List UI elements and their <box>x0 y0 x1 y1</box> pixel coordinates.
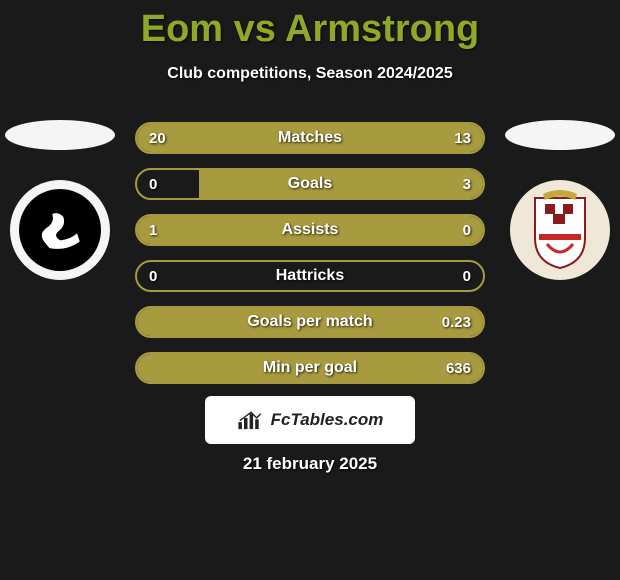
brand-text: FcTables.com <box>271 410 384 430</box>
stat-label: Min per goal <box>137 354 483 382</box>
left-player-column <box>0 120 120 280</box>
page-subtitle: Club competitions, Season 2024/2025 <box>0 65 620 83</box>
stat-value-left: 0 <box>149 170 157 198</box>
stat-value-right: 0 <box>463 262 471 290</box>
page-title: Eom vs Armstrong <box>0 0 620 51</box>
swan-icon <box>33 203 88 258</box>
stat-value-right: 636 <box>446 354 471 382</box>
stat-value-left: 1 <box>149 216 157 244</box>
left-club-crest-icon <box>10 180 110 280</box>
stat-value-left: 0 <box>149 262 157 290</box>
right-club-crest-icon <box>510 180 610 280</box>
right-player-placeholder-icon <box>505 120 615 150</box>
stat-label: Hattricks <box>137 262 483 290</box>
brand-badge: FcTables.com <box>205 396 415 444</box>
stat-value-right: 13 <box>454 124 471 152</box>
right-player-column <box>500 120 620 280</box>
stat-value-right: 0.23 <box>442 308 471 336</box>
left-player-placeholder-icon <box>5 120 115 150</box>
chart-icon <box>237 409 265 431</box>
stat-row: Hattricks0 0 <box>135 260 485 292</box>
stat-row: Matches20 13 <box>135 122 485 154</box>
stat-label: Assists <box>137 216 483 244</box>
stat-row: Min per goal636 <box>135 352 485 384</box>
stats-container: Matches2013Goals03Assists10Hattricks00Go… <box>135 122 485 384</box>
stat-value-left: 20 <box>149 124 166 152</box>
stat-row: Goals0 3 <box>135 168 485 200</box>
stat-row: Goals per match0.23 <box>135 306 485 338</box>
stat-label: Matches <box>137 124 483 152</box>
stat-value-right: 3 <box>463 170 471 198</box>
stat-value-right: 0 <box>463 216 471 244</box>
date-text: 21 february 2025 <box>0 454 620 474</box>
shield-icon <box>525 190 595 270</box>
stat-row: Assists1 0 <box>135 214 485 246</box>
stat-label: Goals <box>137 170 483 198</box>
stat-label: Goals per match <box>137 308 483 336</box>
